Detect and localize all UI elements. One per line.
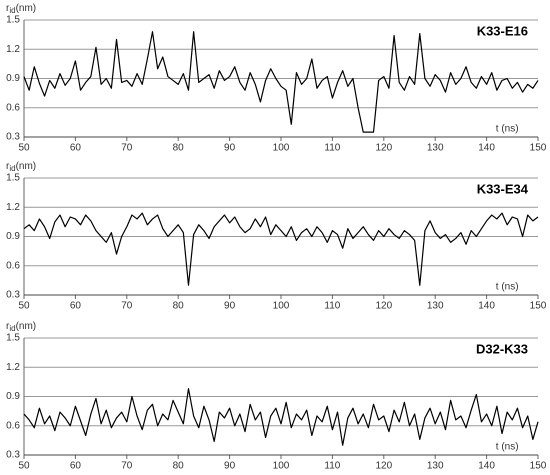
x-tick-label: 50 bbox=[18, 461, 30, 472]
y-tick-label: 0.3 bbox=[6, 132, 20, 143]
x-tick-label: 100 bbox=[273, 143, 290, 154]
x-tick-label: 120 bbox=[375, 301, 392, 312]
x-tick-label: 80 bbox=[173, 143, 185, 154]
y-tick-label: 0.6 bbox=[6, 102, 20, 113]
y-tick-label: 1.5 bbox=[6, 333, 20, 344]
x-axis-label: t (ns) bbox=[496, 282, 519, 293]
y-label-unit: (nm) bbox=[16, 3, 37, 14]
x-tick-label: 90 bbox=[224, 301, 236, 312]
y-label-symbol: r bbox=[6, 321, 10, 332]
y-tick-label: 1.2 bbox=[6, 202, 20, 213]
y-tick-label: 0.6 bbox=[6, 260, 20, 271]
x-tick-label: 60 bbox=[70, 301, 82, 312]
y-axis-label: rid(nm) bbox=[6, 3, 36, 15]
x-tick-label: 130 bbox=[427, 461, 444, 472]
data-line bbox=[23, 31, 539, 133]
panel-title: D32-K33 bbox=[476, 341, 528, 356]
x-tick-label: 150 bbox=[530, 143, 547, 154]
x-tick-label: 70 bbox=[121, 301, 133, 312]
y-label-symbol: r bbox=[6, 161, 10, 172]
x-tick-label: 140 bbox=[478, 301, 495, 312]
x-tick-label: 120 bbox=[375, 143, 392, 154]
x-tick-label: 90 bbox=[224, 461, 236, 472]
x-tick-label: 80 bbox=[173, 461, 185, 472]
x-tick-label: 150 bbox=[530, 461, 547, 472]
y-label-unit: (nm) bbox=[16, 321, 37, 332]
x-tick-label: 100 bbox=[273, 301, 290, 312]
y-tick-label: 1.5 bbox=[6, 15, 20, 26]
x-tick-label: 100 bbox=[273, 461, 290, 472]
x-tick-label: 110 bbox=[324, 461, 340, 472]
y-tick-label: 0.6 bbox=[6, 420, 20, 431]
x-tick-label: 110 bbox=[324, 301, 340, 312]
y-tick-label: 0.9 bbox=[6, 231, 20, 242]
y-tick-label: 0.3 bbox=[6, 290, 20, 301]
data-line bbox=[23, 212, 539, 286]
x-tick-label: 110 bbox=[324, 143, 340, 154]
y-label-subscript: id bbox=[9, 324, 15, 333]
x-tick-label: 80 bbox=[173, 301, 185, 312]
x-tick-label: 130 bbox=[427, 143, 444, 154]
x-tick-label: 130 bbox=[427, 301, 444, 312]
y-tick-label: 1.5 bbox=[6, 173, 20, 184]
y-label-subscript: id bbox=[9, 6, 15, 15]
y-tick-label: 0.9 bbox=[6, 73, 20, 84]
x-tick-label: 150 bbox=[530, 301, 547, 312]
x-tick-label: 90 bbox=[224, 143, 236, 154]
y-axis-label: rid(nm) bbox=[6, 161, 36, 173]
y-label-symbol: r bbox=[6, 3, 10, 14]
x-tick-label: 140 bbox=[478, 143, 495, 154]
y-tick-label: 0.9 bbox=[6, 391, 20, 402]
y-tick-label: 1.2 bbox=[6, 44, 20, 55]
y-axis-label: rid(nm) bbox=[6, 321, 36, 333]
y-label-subscript: id bbox=[9, 164, 15, 173]
x-tick-label: 70 bbox=[121, 143, 133, 154]
x-tick-label: 60 bbox=[70, 461, 82, 472]
data-line bbox=[23, 388, 539, 446]
x-axis-label: t (ns) bbox=[496, 442, 519, 453]
x-tick-label: 50 bbox=[18, 301, 30, 312]
panel-title: K33-E34 bbox=[477, 181, 529, 196]
x-tick-label: 50 bbox=[18, 143, 30, 154]
x-axis-label: t (ns) bbox=[496, 124, 519, 135]
x-tick-label: 60 bbox=[70, 143, 82, 154]
x-tick-label: 120 bbox=[375, 461, 392, 472]
y-tick-label: 1.2 bbox=[6, 362, 20, 373]
panel-title: K33-E16 bbox=[477, 23, 528, 38]
y-tick-label: 0.3 bbox=[6, 450, 20, 461]
x-tick-label: 140 bbox=[478, 461, 495, 472]
x-tick-label: 70 bbox=[121, 461, 133, 472]
y-label-unit: (nm) bbox=[16, 161, 37, 172]
